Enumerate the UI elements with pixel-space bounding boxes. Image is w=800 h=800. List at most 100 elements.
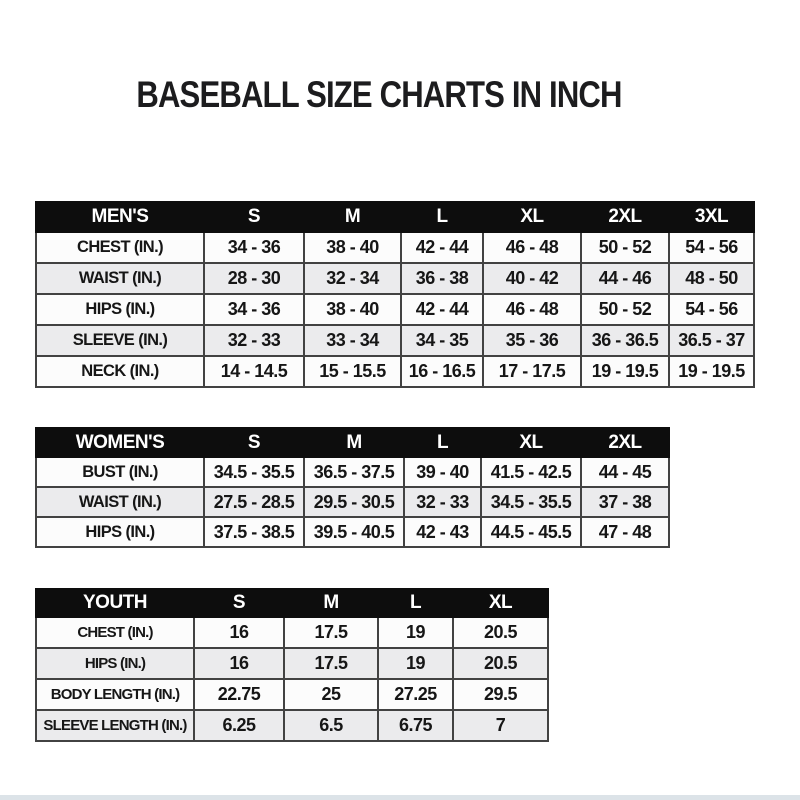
size-cell: 15 - 15.5 — [303, 355, 402, 388]
row-label: NECK (IN.) — [35, 355, 205, 388]
row-label: CHEST (IN.) — [35, 616, 195, 649]
size-column-header: S — [203, 427, 305, 458]
size-cell: 50 - 52 — [580, 293, 670, 326]
row-label: SLEEVE LENGTH (IN.) — [35, 709, 195, 742]
size-cell: 19 — [377, 647, 454, 680]
table-row: HIPS (IN.) 34 - 36 38 - 40 42 - 44 46 - … — [35, 293, 755, 326]
size-cell: 16 — [193, 616, 285, 649]
size-cell: 37 - 38 — [580, 486, 670, 518]
youth-header-row: YOUTH S M L XL — [35, 588, 549, 618]
row-label: HIPS (IN.) — [35, 293, 205, 326]
row-label: SLEEVE (IN.) — [35, 324, 205, 357]
size-cell: 29.5 — [452, 678, 549, 711]
size-column-header: 2XL — [580, 201, 670, 233]
size-cell: 39.5 - 40.5 — [303, 516, 405, 548]
size-cell: 34 - 35 — [400, 324, 484, 357]
size-cell: 32 - 33 — [403, 486, 482, 518]
youth-size-table: YOUTH S M L XL CHEST (IN.) 16 17.5 19 20… — [35, 588, 549, 742]
size-column-header: XL — [482, 201, 582, 233]
size-cell: 17 - 17.5 — [482, 355, 582, 388]
size-cell: 32 - 34 — [303, 262, 402, 295]
size-cell: 6.25 — [193, 709, 285, 742]
size-cell: 6.75 — [377, 709, 454, 742]
size-column-header: L — [403, 427, 482, 458]
size-cell: 25 — [283, 678, 379, 711]
mens-size-table: MEN'S S M L XL 2XL 3XL CHEST (IN.) 34 - … — [35, 201, 755, 388]
size-cell: 42 - 44 — [400, 231, 484, 264]
size-column-header: XL — [480, 427, 582, 458]
size-cell: 28 - 30 — [203, 262, 305, 295]
size-cell: 42 - 43 — [403, 516, 482, 548]
size-cell: 17.5 — [283, 647, 379, 680]
size-cell: 50 - 52 — [580, 231, 670, 264]
table-row: BUST (IN.) 34.5 - 35.5 36.5 - 37.5 39 - … — [35, 456, 670, 488]
size-cell: 27.5 - 28.5 — [203, 486, 305, 518]
size-cell: 40 - 42 — [482, 262, 582, 295]
table-row: HIPS (IN.) 16 17.5 19 20.5 — [35, 647, 549, 680]
size-cell: 47 - 48 — [580, 516, 670, 548]
size-column-header: M — [303, 201, 402, 233]
size-cell: 44.5 - 45.5 — [480, 516, 582, 548]
size-cell: 34 - 36 — [203, 231, 305, 264]
size-cell: 34 - 36 — [203, 293, 305, 326]
size-cell: 29.5 - 30.5 — [303, 486, 405, 518]
table-row: CHEST (IN.) 34 - 36 38 - 40 42 - 44 46 -… — [35, 231, 755, 264]
mens-table-label: MEN'S — [35, 201, 205, 233]
size-cell: 16 — [193, 647, 285, 680]
table-row: SLEEVE LENGTH (IN.) 6.25 6.5 6.75 7 — [35, 709, 549, 742]
size-cell: 7 — [452, 709, 549, 742]
size-cell: 36 - 36.5 — [580, 324, 670, 357]
size-cell: 19 — [377, 616, 454, 649]
size-cell: 38 - 40 — [303, 231, 402, 264]
row-label: HIPS (IN.) — [35, 647, 195, 680]
size-cell: 34.5 - 35.5 — [480, 486, 582, 518]
row-label: WAIST (IN.) — [35, 486, 205, 518]
bottom-edge-strip — [0, 795, 800, 800]
size-cell: 37.5 - 38.5 — [203, 516, 305, 548]
womens-header-row: WOMEN'S S M L XL 2XL — [35, 427, 670, 458]
size-cell: 17.5 — [283, 616, 379, 649]
size-cell: 22.75 — [193, 678, 285, 711]
size-cell: 44 - 46 — [580, 262, 670, 295]
table-row: CHEST (IN.) 16 17.5 19 20.5 — [35, 616, 549, 649]
size-cell: 39 - 40 — [403, 456, 482, 488]
size-cell: 32 - 33 — [203, 324, 305, 357]
size-cell: 6.5 — [283, 709, 379, 742]
table-row: BODY LENGTH (IN.) 22.75 25 27.25 29.5 — [35, 678, 549, 711]
size-cell: 38 - 40 — [303, 293, 402, 326]
size-cell: 54 - 56 — [668, 231, 755, 264]
size-column-header: M — [303, 427, 405, 458]
size-cell: 34.5 - 35.5 — [203, 456, 305, 488]
size-cell: 20.5 — [452, 647, 549, 680]
size-column-header: M — [283, 588, 379, 618]
size-cell: 46 - 48 — [482, 293, 582, 326]
size-cell: 16 - 16.5 — [400, 355, 484, 388]
size-cell: 35 - 36 — [482, 324, 582, 357]
size-cell: 42 - 44 — [400, 293, 484, 326]
table-row: SLEEVE (IN.) 32 - 33 33 - 34 34 - 35 35 … — [35, 324, 755, 357]
size-cell: 54 - 56 — [668, 293, 755, 326]
size-cell: 20.5 — [452, 616, 549, 649]
table-row: HIPS (IN.) 37.5 - 38.5 39.5 - 40.5 42 - … — [35, 516, 670, 548]
row-label: BODY LENGTH (IN.) — [35, 678, 195, 711]
size-cell: 36 - 38 — [400, 262, 484, 295]
table-row: WAIST (IN.) 27.5 - 28.5 29.5 - 30.5 32 -… — [35, 486, 670, 518]
row-label: BUST (IN.) — [35, 456, 205, 488]
size-column-header: XL — [452, 588, 549, 618]
size-cell: 27.25 — [377, 678, 454, 711]
size-column-header: S — [193, 588, 285, 618]
size-cell: 14 - 14.5 — [203, 355, 305, 388]
size-column-header: 3XL — [668, 201, 755, 233]
womens-size-table: WOMEN'S S M L XL 2XL BUST (IN.) 34.5 - 3… — [35, 427, 670, 548]
size-column-header: 2XL — [580, 427, 670, 458]
table-row: WAIST (IN.) 28 - 30 32 - 34 36 - 38 40 -… — [35, 262, 755, 295]
womens-table-label: WOMEN'S — [35, 427, 205, 458]
size-cell: 44 - 45 — [580, 456, 670, 488]
size-cell: 33 - 34 — [303, 324, 402, 357]
youth-table-label: YOUTH — [35, 588, 195, 618]
size-cell: 19 - 19.5 — [668, 355, 755, 388]
size-cell: 19 - 19.5 — [580, 355, 670, 388]
table-row: NECK (IN.) 14 - 14.5 15 - 15.5 16 - 16.5… — [35, 355, 755, 388]
row-label: HIPS (IN.) — [35, 516, 205, 548]
